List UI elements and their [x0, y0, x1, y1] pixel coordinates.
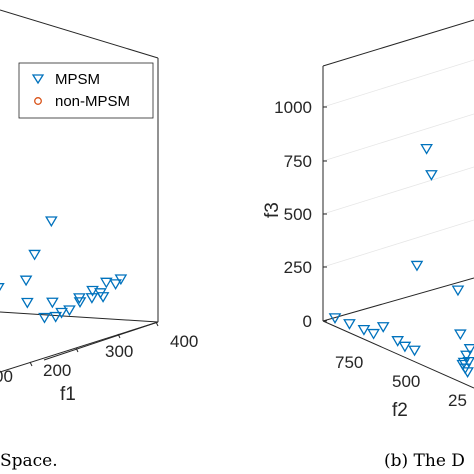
left-mpsm-points	[0, 216, 128, 324]
right-data-point	[357, 324, 371, 336]
right-data-point	[451, 285, 465, 297]
right-z-tick-label: 1000	[274, 98, 312, 117]
left-x-tick-label: 300	[105, 342, 133, 361]
left-data-point	[114, 274, 128, 286]
legend-non-mpsm-marker	[34, 97, 42, 105]
legend: MPSM non-MPSM	[18, 62, 154, 119]
left-box-top-edge	[0, 9, 159, 59]
left-f1-axis	[0, 321, 159, 373]
right-data-point	[463, 344, 474, 355]
right-z-axis-label: f3	[262, 202, 283, 218]
right-data-point	[425, 170, 438, 181]
left-data-point	[19, 275, 33, 287]
left-data-point	[49, 311, 63, 323]
right-data-point	[367, 328, 380, 340]
right-data-point	[408, 345, 421, 357]
right-box-top-edge	[322, 19, 474, 67]
right-data-point	[454, 329, 467, 341]
gridline	[322, 59, 474, 108]
gridline	[322, 166, 474, 215]
left-data-point	[96, 292, 110, 303]
right-data-point	[376, 322, 390, 333]
right-panel: 1000 750 500 250 0 750 500 25 f3 f2 (b) …	[262, 19, 474, 471]
right-x-tick-label: 25	[448, 391, 467, 410]
left-f1-tick	[29, 361, 33, 367]
left-data-point	[38, 312, 51, 324]
left-f1-tick	[117, 333, 121, 339]
left-x-tick-label: 400	[170, 332, 198, 351]
left-caption: Space.	[0, 451, 58, 471]
left-x-tick-label: 00	[0, 367, 13, 386]
right-data-point	[343, 319, 356, 330]
right-mpsm-points	[328, 144, 474, 378]
left-data-point	[86, 285, 99, 297]
right-data-point	[420, 144, 433, 155]
right-data-point	[462, 356, 474, 368]
legend-mpsm-marker	[31, 74, 45, 85]
right-data-point	[457, 357, 471, 369]
gridline	[322, 113, 474, 162]
right-data-point	[460, 350, 473, 362]
left-data-point	[73, 297, 87, 308]
left-data-point	[55, 307, 68, 319]
right-z-tick-label: 0	[303, 312, 312, 331]
right-x-tick-label: 500	[392, 372, 420, 391]
left-data-point	[28, 249, 41, 261]
right-z-tick-label: 750	[284, 152, 312, 171]
left-data-point	[45, 216, 58, 228]
right-z-tick-label: 250	[284, 258, 312, 277]
right-f2-axis	[322, 320, 474, 389]
right-data-point	[398, 341, 412, 353]
left-data-point	[46, 297, 59, 309]
left-box-back-floor-edge	[0, 311, 159, 323]
right-data-point	[461, 367, 474, 378]
left-x-axis-label: f1	[60, 384, 76, 405]
left-f1-tick	[75, 347, 79, 353]
right-gridlines	[322, 59, 474, 268]
right-data-point	[410, 260, 424, 272]
left-data-point	[109, 279, 122, 290]
legend-non-mpsm-label: non-MPSM	[55, 93, 130, 110]
right-caption: (b) The D	[384, 451, 465, 471]
right-z-tick-label: 500	[284, 205, 312, 224]
right-x-axis-label: f2	[392, 400, 408, 421]
legend-box	[18, 62, 154, 119]
right-x-tick-label: 750	[335, 353, 363, 372]
left-x-tick-label: 200	[43, 361, 71, 380]
right-data-point	[328, 313, 342, 324]
right-data-point	[391, 336, 405, 347]
left-data-point	[20, 297, 34, 309]
right-box-back-floor	[322, 277, 474, 322]
gridline	[322, 219, 474, 268]
left-data-point	[0, 283, 5, 292]
left-f1-tick	[155, 321, 159, 327]
left-panel: 00 200 300 400 f1 MPSM non-MPSM Space.	[0, 9, 198, 471]
legend-mpsm-label: MPSM	[55, 71, 100, 88]
left-data-point	[99, 277, 113, 289]
left-data-point	[63, 305, 76, 317]
